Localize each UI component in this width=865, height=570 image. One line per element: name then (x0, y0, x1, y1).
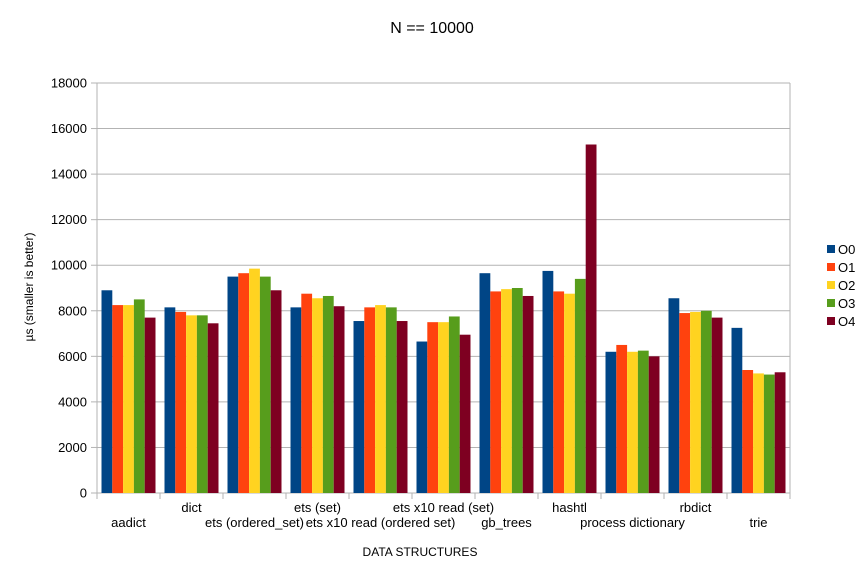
bar-o0-3 (290, 307, 302, 493)
legend-label-o3: O3 (838, 296, 855, 311)
y-tick-label: 18000 (51, 76, 87, 91)
bar-o0-7 (542, 270, 554, 493)
bar-o1-4 (364, 307, 376, 493)
bar-o3-7 (574, 278, 586, 493)
bar-o4-8 (648, 356, 660, 493)
legend-swatch-o0 (827, 245, 835, 253)
bar-o4-5 (459, 334, 471, 493)
bar-o0-9 (668, 298, 680, 493)
bar-o1-6 (490, 291, 502, 493)
legend-swatch-o3 (827, 299, 835, 307)
bar-o3-4 (385, 307, 397, 493)
bar-o1-2 (238, 273, 250, 493)
bar-o3-0 (133, 299, 145, 493)
bar-o0-4 (353, 321, 365, 493)
bar-o4-1 (207, 323, 219, 493)
legend-swatch-o1 (827, 263, 835, 271)
bar-o2-10 (753, 373, 764, 493)
bar-o4-9 (711, 317, 723, 493)
x-category-label: ets x10 read (set) (393, 500, 494, 515)
bar-o1-10 (742, 370, 754, 493)
bars (101, 144, 786, 493)
bar-o4-6 (522, 295, 534, 493)
bar-o1-0 (112, 305, 124, 493)
bar-o2-9 (690, 311, 701, 493)
y-tick-label: 4000 (58, 394, 87, 409)
bar-o4-0 (144, 317, 156, 493)
bar-o2-8 (627, 351, 638, 493)
x-category-label: dict (181, 500, 202, 515)
bar-o1-9 (679, 313, 691, 493)
legend-label-o0: O0 (838, 242, 855, 257)
bar-o1-1 (175, 311, 187, 493)
x-axis-label: DATA STRUCTURES (363, 545, 478, 559)
x-category-label: rbdict (680, 500, 712, 515)
bar-o1-5 (427, 322, 439, 493)
y-tick-label: 14000 (51, 167, 87, 182)
y-tick-label: 0 (80, 486, 87, 501)
y-axis-label: µs (smaller is better) (22, 233, 36, 342)
bar-o3-6 (511, 288, 523, 493)
x-category-label: trie (749, 515, 767, 530)
bar-o1-8 (616, 344, 628, 493)
x-category-label: ets (ordered_set) (205, 515, 304, 530)
legend-swatch-o2 (827, 281, 835, 289)
bar-o3-2 (259, 276, 271, 493)
bar-o4-2 (270, 290, 282, 493)
bar-o2-0 (123, 305, 134, 493)
bar-o0-5 (416, 341, 428, 493)
legend: O0 O1 O2 O3 O4 (827, 242, 855, 329)
bar-o2-2 (249, 268, 260, 493)
legend-label-o2: O2 (838, 278, 855, 293)
x-category-label: ets (set) (294, 500, 341, 515)
x-category-label: aadict (111, 515, 146, 530)
bar-o3-5 (448, 316, 460, 493)
legend-label-o4: O4 (838, 314, 855, 329)
bar-o4-4 (396, 321, 408, 493)
bar-o3-1 (196, 315, 208, 493)
bar-o3-9 (700, 310, 712, 493)
bar-o4-3 (333, 306, 345, 493)
bar-o2-3 (312, 298, 323, 493)
bar-o2-5 (438, 322, 449, 493)
chart-title: N == 10000 (390, 20, 474, 37)
y-tick-label: 10000 (51, 258, 87, 273)
legend-label-o1: O1 (838, 260, 855, 275)
bar-o3-10 (763, 374, 775, 493)
bar-o0-2 (227, 276, 239, 493)
bar-o4-10 (774, 372, 786, 493)
bar-o0-6 (479, 273, 491, 493)
x-category-label: ets x10 read (ordered set) (306, 515, 456, 530)
y-axis-ticks: 0 2000 4000 6000 8000 10000 12000 14000 16000 180… (51, 76, 97, 501)
bar-o0-1 (164, 307, 176, 493)
y-tick-label: 8000 (58, 303, 87, 318)
y-tick-label: 6000 (58, 349, 87, 364)
bar-o2-6 (501, 289, 512, 493)
x-category-label: gb_trees (481, 515, 532, 530)
y-tick-label: 12000 (51, 212, 87, 227)
bar-o2-1 (186, 315, 197, 493)
bar-o1-7 (553, 291, 565, 493)
bar-o0-10 (731, 327, 743, 493)
x-category-label: process dictionary (580, 515, 685, 530)
bar-o0-0 (101, 290, 113, 493)
y-tick-label: 16000 (51, 121, 87, 136)
bar-o2-7 (564, 293, 575, 493)
y-tick-label: 2000 (58, 440, 87, 455)
x-category-label: hashtl (552, 500, 587, 515)
bar-o0-8 (605, 351, 617, 493)
bar-o2-4 (375, 305, 386, 493)
bar-o3-3 (322, 295, 334, 493)
bar-o3-8 (637, 350, 649, 493)
legend-swatch-o4 (827, 317, 835, 325)
bar-o4-7 (585, 144, 597, 493)
bar-o1-3 (301, 293, 313, 493)
